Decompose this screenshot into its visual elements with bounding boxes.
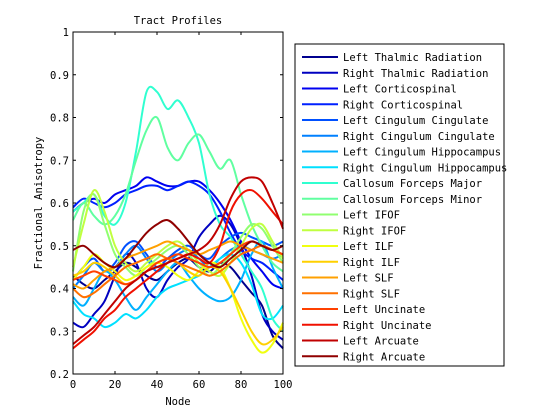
legend-label: Left Uncinate bbox=[343, 304, 425, 316]
y-tick-label: 0.3 bbox=[50, 326, 69, 338]
legend-label: Left Cingulum Cingulate bbox=[343, 115, 488, 127]
x-tick-label: 60 bbox=[193, 379, 206, 391]
y-tick-label: 0.5 bbox=[50, 241, 69, 253]
legend-label: Left Arcuate bbox=[343, 336, 419, 348]
plot-lines bbox=[72, 85, 284, 354]
series-line-4 bbox=[72, 180, 284, 281]
legend-label: Left ILF bbox=[343, 241, 394, 253]
legend-box bbox=[294, 43, 505, 367]
legend-label: Right Cingulum Hippocampus bbox=[343, 162, 507, 174]
series-line-12 bbox=[72, 189, 284, 278]
legend-label: Right Thalmic Radiation bbox=[343, 68, 488, 80]
x-axis-label: Node bbox=[165, 396, 190, 408]
legend-label: Right IFOF bbox=[343, 225, 406, 237]
legend-label: Left Thalmic Radiation bbox=[343, 52, 482, 64]
legend-label: Left Cingulum Hippocampus bbox=[343, 147, 501, 159]
y-tick-label: 0.4 bbox=[50, 284, 69, 296]
series-line-8 bbox=[72, 253, 284, 329]
legend-label: Right Cingulum Cingulate bbox=[343, 131, 495, 143]
legend-label: Callosum Forceps Minor bbox=[343, 194, 482, 206]
series-line-16 bbox=[72, 244, 284, 299]
x-tick-label: 40 bbox=[151, 379, 164, 391]
x-tick-label: 100 bbox=[274, 379, 293, 391]
y-axis-label: Fractional Anisotropy bbox=[33, 137, 45, 270]
legend: Left Thalmic Radiation Right Thalmic Radi… bbox=[302, 52, 507, 363]
series-line-15 bbox=[72, 240, 284, 290]
legend-label: Right Corticospinal bbox=[343, 99, 463, 111]
legend-label: Right Uncinate bbox=[343, 320, 432, 332]
series-line-2 bbox=[72, 214, 284, 341]
y-tick-label: 0.7 bbox=[50, 155, 69, 167]
x-axis: 0 20 40 60 80 100 bbox=[70, 32, 293, 391]
series-line-20 bbox=[72, 218, 284, 269]
x-tick-label: 0 bbox=[70, 379, 76, 391]
series-line-10 bbox=[72, 115, 284, 273]
series-line-13 bbox=[72, 253, 284, 354]
y-tick-label: 1 bbox=[63, 27, 69, 39]
chart-title: Tract Profiles bbox=[134, 15, 223, 27]
legend-label: Right SLF bbox=[343, 288, 400, 300]
x-tick-label: 20 bbox=[109, 379, 122, 391]
legend-label: Right ILF bbox=[343, 257, 400, 269]
y-tick-label: 0.8 bbox=[50, 113, 69, 125]
y-axis: 0.2 0.3 0.4 0.5 0.6 0.7 0.8 0.9 1 bbox=[50, 27, 283, 381]
legend-label: Left SLF bbox=[343, 273, 394, 285]
y-tick-label: 0.9 bbox=[50, 70, 69, 82]
series-line-19 bbox=[72, 176, 284, 345]
y-tick-label: 0.2 bbox=[50, 369, 69, 381]
y-tick-label: 0.6 bbox=[50, 198, 69, 210]
legend-label: Right Arcuate bbox=[343, 351, 425, 363]
x-tick-label: 80 bbox=[235, 379, 248, 391]
legend-label: Left Corticospinal bbox=[343, 84, 457, 96]
legend-label: Callosum Forceps Major bbox=[343, 178, 482, 190]
legend-label: Left IFOF bbox=[343, 210, 400, 222]
